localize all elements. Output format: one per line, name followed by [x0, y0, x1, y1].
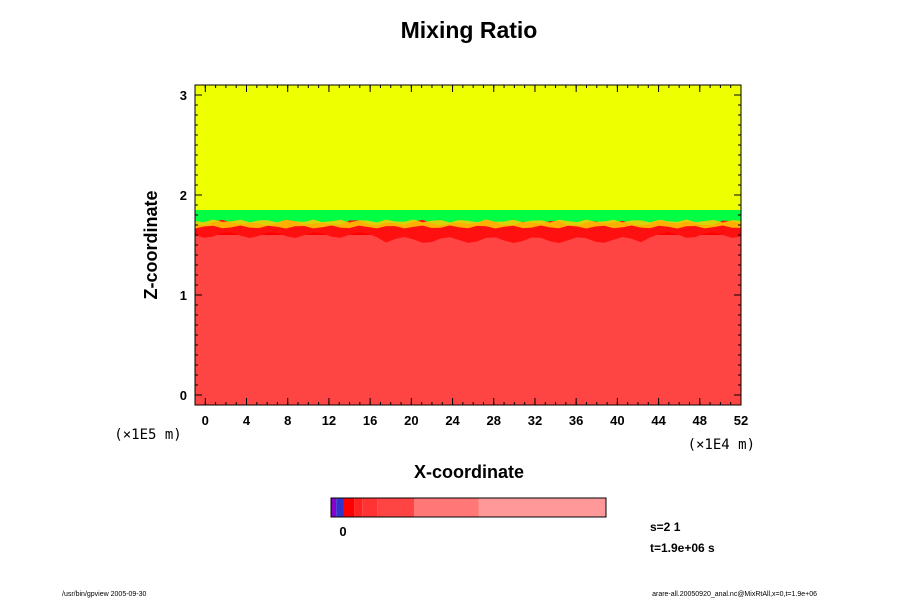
- chart-title: Mixing Ratio: [401, 17, 538, 43]
- layer-lower: [195, 235, 741, 405]
- y-tick-label: 3: [180, 88, 187, 103]
- footer-right: arare-all.20050920_anal.nc@MixRtAll,x=0,…: [652, 591, 817, 598]
- y-axis-label: Z-coordinate: [141, 190, 161, 299]
- x-axis-ticks: 0 4 8 12 16 20 24 28 32 36 40 44 48 52: [194, 85, 748, 428]
- x-tick-label: 28: [487, 413, 501, 428]
- colorbar-segment: [343, 498, 355, 517]
- y-axis-unit: (×1E5 m): [114, 427, 181, 443]
- footer-left: /usr/bin/gpview 2005-09-30: [62, 591, 147, 598]
- colorbar-segment: [336, 498, 344, 517]
- x-tick-label: 8: [284, 413, 291, 428]
- x-tick-label: 16: [363, 413, 377, 428]
- time-info: t=1.9e+06 s: [650, 541, 715, 555]
- y-tick-label: 2: [180, 188, 187, 203]
- x-tick-label: 40: [610, 413, 624, 428]
- x-tick-label: 20: [404, 413, 418, 428]
- colorbar-border: [330, 497, 607, 518]
- x-axis-unit: (×1E4 m): [688, 437, 755, 453]
- colorbar-segment: [362, 498, 378, 517]
- x-axis-label: X-coordinate: [414, 462, 524, 482]
- x-tick-label: 48: [693, 413, 707, 428]
- colorbar-segment: [354, 498, 363, 517]
- x-tick-label: 44: [651, 413, 666, 428]
- x-tick-label: 12: [322, 413, 336, 428]
- step-info: s=2 1: [650, 520, 681, 534]
- colorbar-segment: [414, 498, 479, 517]
- interface-yellow-fringe: [195, 219, 741, 229]
- colorbar: [330, 497, 607, 518]
- x-tick-label: 36: [569, 413, 583, 428]
- colorbar-segment: [478, 498, 606, 517]
- layer-upper: [195, 85, 741, 210]
- contour-field: [195, 85, 741, 405]
- y-tick-label: 0: [180, 388, 187, 403]
- y-axis-ticks: 0 1 2 3: [180, 88, 741, 403]
- x-tick-label: 52: [734, 413, 748, 428]
- x-tick-label: 4: [243, 413, 251, 428]
- x-tick-label: 24: [445, 413, 460, 428]
- colorbar-segment: [377, 498, 415, 517]
- colorbar-segment: [331, 498, 337, 517]
- colorbar-zero-label: 0: [339, 524, 346, 539]
- y-tick-label: 1: [180, 288, 187, 303]
- x-tick-label: 32: [528, 413, 542, 428]
- x-tick-label: 0: [202, 413, 209, 428]
